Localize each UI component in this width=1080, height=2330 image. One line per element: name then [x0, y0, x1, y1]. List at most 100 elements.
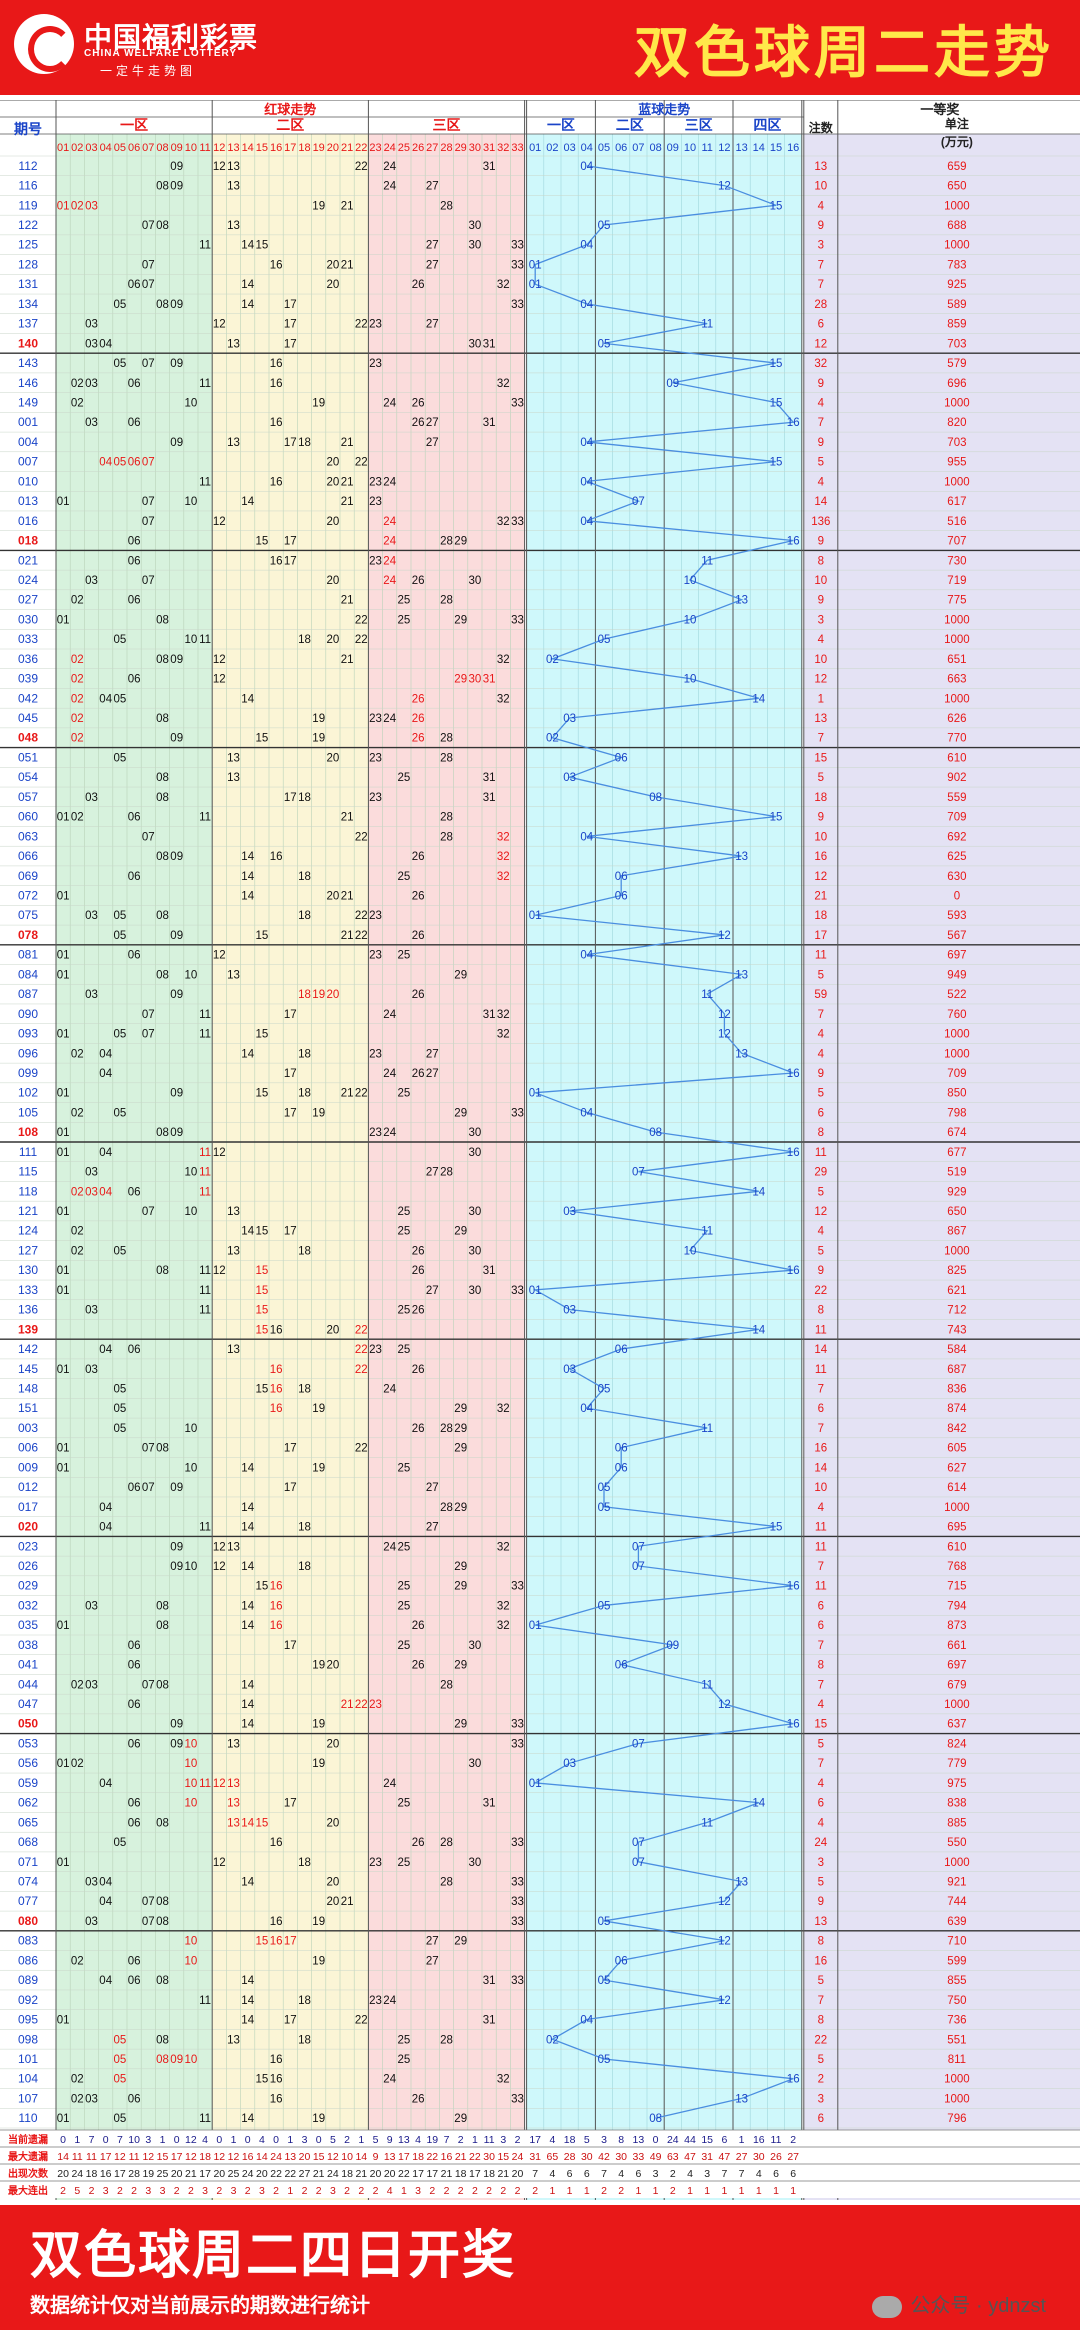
prize-amount: 650: [947, 181, 966, 193]
red-ball: 33: [511, 1877, 524, 1889]
winner-count: 8: [818, 555, 824, 567]
blue-ball: 10: [684, 614, 697, 626]
stats-red-value: 11: [86, 2151, 97, 2163]
red-ball: 33: [511, 1738, 524, 1750]
prize-amount: 1000: [944, 240, 970, 252]
red-ball: 08: [156, 792, 169, 804]
blue-number-header: 09: [667, 142, 679, 154]
red-ball: 28: [440, 1837, 453, 1849]
red-ball: 01: [57, 1443, 70, 1455]
red-ball: 17: [284, 536, 297, 548]
winner-count: 12: [814, 1206, 827, 1218]
blue-ball: 13: [735, 851, 748, 863]
red-ball: 08: [156, 614, 169, 626]
red-ball: 28: [440, 200, 453, 212]
red-ball: 10: [185, 1167, 198, 1179]
welfare-lottery-logo-icon: [14, 14, 74, 74]
red-ball: 31: [483, 338, 496, 350]
blue-ball: 07: [632, 1857, 645, 1869]
red-ball: 32: [497, 279, 510, 291]
winner-count: 2: [818, 2074, 824, 2086]
issue-number: 133: [18, 1283, 38, 1297]
prize-amount: 696: [947, 378, 966, 390]
red-ball: 14: [241, 1462, 254, 1474]
red-ball: 14: [241, 1048, 254, 1060]
blue-ball: 09: [666, 1640, 679, 1652]
prize-amount: 824: [947, 1738, 967, 1750]
red-ball: 31: [483, 1265, 496, 1277]
stats-blue-value: 6: [773, 2168, 779, 2180]
prize-amount: 630: [947, 871, 966, 883]
red-zone-label: 一区: [120, 117, 148, 133]
red-ball: 33: [511, 299, 524, 311]
blue-ball: 02: [546, 733, 559, 745]
issue-number: 077: [18, 1894, 38, 1908]
stats-blue-value: 3: [601, 2134, 607, 2146]
winner-count: 16: [814, 851, 827, 863]
blue-ball: 12: [718, 1029, 731, 1041]
red-number-header: 24: [384, 142, 396, 154]
red-ball: 11: [199, 2113, 211, 2125]
prize-amount: 516: [947, 516, 966, 528]
red-ball: 18: [298, 871, 311, 883]
stats-red-value: 16: [441, 2151, 453, 2163]
red-ball: 27: [426, 1522, 439, 1534]
red-ball: 32: [497, 871, 510, 883]
stats-blue-value: 16: [753, 2134, 765, 2146]
blue-zone-label: 四区: [753, 117, 781, 133]
red-ball: 04: [99, 1877, 112, 1889]
issue-number: 111: [19, 1145, 38, 1159]
red-ball: 08: [156, 2034, 169, 2046]
red-ball: 12: [213, 950, 226, 962]
red-ball: 11: [199, 240, 211, 252]
red-ball: 29: [454, 1443, 467, 1455]
red-ball: 21: [341, 654, 354, 666]
red-ball: 06: [128, 1975, 141, 1987]
red-ball: 29: [454, 536, 467, 548]
winner-count: 11: [815, 1522, 827, 1534]
red-ball: 32: [497, 516, 510, 528]
stats-blue-value: 26: [770, 2151, 782, 2163]
red-ball: 12: [213, 1857, 226, 1869]
prize-amount: 750: [947, 1995, 966, 2007]
red-ball: 20: [327, 575, 340, 587]
blue-ball: 08: [649, 2113, 662, 2125]
stats-red-value: 18: [455, 2168, 467, 2180]
wechat-account-label: 公众号 · ydnzst: [910, 2295, 1046, 2317]
stats-red-value: 2: [515, 2185, 521, 2197]
red-ball: 13: [227, 1206, 240, 1218]
red-ball: 26: [412, 851, 425, 863]
issue-number: 013: [18, 494, 38, 508]
blue-ball: 13: [735, 969, 748, 981]
prize-amount: 744: [947, 1896, 967, 1908]
red-ball: 14: [241, 1975, 254, 1987]
winner-count: 8: [818, 1660, 824, 1672]
red-ball: 19: [312, 733, 325, 745]
red-ball: 08: [156, 654, 169, 666]
stats-red-value: 17: [114, 2168, 126, 2180]
red-number-header: 09: [171, 142, 183, 154]
red-ball: 04: [99, 1975, 112, 1987]
stats-label: 最大遗漏: [8, 2150, 48, 2163]
red-ball: 20: [327, 259, 340, 271]
blue-ball: 12: [718, 1699, 731, 1711]
stats-red-value: 9: [387, 2134, 393, 2146]
blue-ball: 06: [615, 1443, 628, 1455]
stats-blue-value: 4: [549, 2134, 555, 2146]
prize-amount: 736: [947, 2015, 966, 2027]
red-ball: 05: [114, 1423, 127, 1435]
red-ball: 28: [440, 1167, 453, 1179]
red-ball: 10: [185, 398, 198, 410]
red-ball: 30: [469, 1640, 482, 1652]
red-number-header: 16: [270, 142, 282, 154]
stats-red-value: 24: [242, 2168, 254, 2180]
red-ball: 14: [241, 1600, 254, 1612]
blue-ball: 12: [718, 1936, 731, 1948]
stats-blue-value: 11: [771, 2134, 782, 2146]
red-ball: 13: [227, 1778, 240, 1790]
red-ball: 25: [398, 595, 411, 607]
red-ball: 24: [383, 476, 396, 488]
stats-red-value: 20: [213, 2168, 225, 2180]
stats-blue-value: 7: [721, 2168, 727, 2180]
winner-count: 14: [814, 496, 827, 508]
